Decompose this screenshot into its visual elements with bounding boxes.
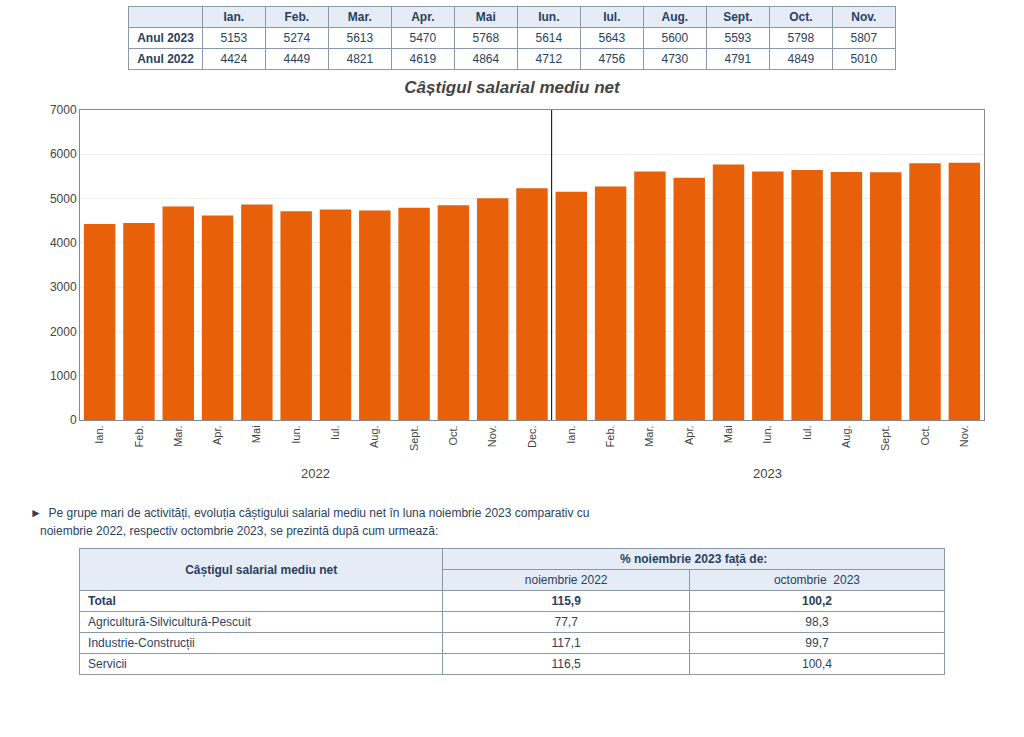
- html-text:Anul 2022: Anul 2022: [137, 52, 194, 66]
- svg-text:Iun.: Iun.: [290, 425, 302, 443]
- svg-text:Sept.: Sept.: [408, 425, 420, 451]
- html-text:5593: 5593: [724, 31, 752, 45]
- html-text:Sept.: Sept.: [723, 10, 753, 24]
- svg-text:Iul.: Iul.: [801, 425, 813, 440]
- html-text:Mar.: Mar.: [347, 10, 372, 24]
- html-text:Ian.: Ian.: [223, 10, 245, 24]
- html-text:5470: 5470: [409, 31, 437, 45]
- svg-text:1000: 1000: [50, 369, 77, 383]
- html-text:Anul 2023: Anul 2023: [137, 31, 194, 45]
- html-text:5274: 5274: [283, 31, 311, 45]
- svg-text:Apr.: Apr.: [211, 425, 223, 445]
- svg-text:Oct.: Oct.: [447, 425, 459, 445]
- svg-text:Nov.: Nov.: [486, 425, 498, 447]
- html-text:Servicii: Servicii: [88, 657, 127, 671]
- html-text:4791: 4791: [724, 52, 752, 66]
- html-text:4849: 4849: [787, 52, 815, 66]
- svg-text:2000: 2000: [50, 325, 77, 339]
- svg-text:Dec.: Dec.: [526, 425, 538, 448]
- html-text:5153: 5153: [220, 31, 248, 45]
- html-text:5613: 5613: [346, 31, 374, 45]
- html-text:Feb.: Feb.: [284, 10, 310, 24]
- svg-text:Aug.: Aug.: [368, 425, 380, 448]
- svg-text:Mar.: Mar.: [172, 425, 184, 446]
- svg-text:Oct.: Oct.: [919, 425, 931, 445]
- svg-text:Mar.: Mar.: [643, 425, 655, 446]
- html-text:Total: Total: [88, 594, 116, 608]
- svg-text:3000: 3000: [50, 280, 77, 294]
- html-text:5643: 5643: [598, 31, 626, 45]
- html-text:noiembrie 2022: noiembrie 2022: [524, 573, 608, 587]
- html-text:116,5: 116,5: [551, 657, 581, 671]
- html-text:5807: 5807: [850, 31, 878, 45]
- html-text:115,9: 115,9: [551, 594, 581, 608]
- html-text:5798: 5798: [787, 31, 815, 45]
- html-text:Aug.: Aug.: [661, 10, 689, 24]
- html-text:98,3: 98,3: [805, 615, 829, 629]
- svg-text:Feb.: Feb.: [133, 425, 145, 447]
- svg-text:5000: 5000: [50, 192, 77, 206]
- html-text:Oct.: Oct.: [789, 10, 813, 24]
- html-text:4619: 4619: [409, 52, 437, 66]
- html-text:4712: 4712: [535, 52, 563, 66]
- html-text:Agricultură-Silvicultură-Pescu: Agricultură-Silvicultură-Pescuit: [88, 615, 251, 629]
- html-text:noiembrie 2022, respectiv octo: noiembrie 2022, respectiv octombrie 2023…: [30, 524, 439, 538]
- svg-text:Ian.: Ian.: [93, 425, 105, 443]
- svg-text:0: 0: [70, 413, 77, 427]
- html-text:77,7: 77,7: [554, 615, 578, 629]
- svg-text:2022: 2022: [301, 466, 330, 481]
- svg-text:Ian.: Ian.: [565, 425, 577, 443]
- svg-text:Iul.: Iul.: [329, 425, 341, 440]
- html-text:5768: 5768: [472, 31, 500, 45]
- html-text:117,1: 117,1: [551, 636, 581, 650]
- svg-text:Aug.: Aug.: [840, 425, 852, 448]
- svg-text:Sept.: Sept.: [879, 425, 891, 451]
- html-text:4730: 4730: [661, 52, 689, 66]
- svg-text:2023: 2023: [753, 466, 782, 481]
- html-text:100,4: 100,4: [802, 657, 832, 671]
- svg-text:Feb.: Feb.: [604, 425, 616, 447]
- html-text:Industrie-Construcții: Industrie-Construcții: [88, 636, 195, 650]
- svg-text:Apr.: Apr.: [683, 425, 695, 445]
- svg-text:Mai: Mai: [250, 425, 262, 443]
- svg-text:Nov.: Nov.: [958, 425, 970, 447]
- html-text:octombrie 2023: octombrie 2023: [773, 573, 860, 587]
- html-text:99,7: 99,7: [805, 636, 829, 650]
- svg-text:Mai: Mai: [722, 425, 734, 443]
- html-text:Apr.: Apr.: [411, 10, 435, 24]
- html-text:Câștigul salarial mediu net: Câștigul salarial mediu net: [185, 562, 338, 577]
- html-text:4449: 4449: [283, 52, 311, 66]
- html-text:Mai: Mai: [475, 10, 496, 24]
- html-text:5600: 5600: [661, 31, 689, 45]
- svg-text:Iun.: Iun.: [761, 425, 773, 443]
- html-text:4424: 4424: [220, 52, 248, 66]
- svg-text:Câștigul salarial mediu net: Câștigul salarial mediu net: [404, 78, 621, 97]
- html-text:► Pe grupe mari de activități,: ► Pe grupe mari de activități, evoluția …: [30, 506, 590, 520]
- html-text:5010: 5010: [850, 52, 878, 66]
- html-text:4821: 4821: [346, 52, 374, 66]
- html-text:4756: 4756: [598, 52, 626, 66]
- html-text:Iul.: Iul.: [603, 10, 621, 24]
- html-text:Nov.: Nov.: [851, 10, 877, 24]
- svg-text:6000: 6000: [50, 147, 77, 161]
- svg-text:4000: 4000: [50, 236, 77, 250]
- html-text:5614: 5614: [535, 31, 563, 45]
- html-text:% noiembrie 2023 față de:: % noiembrie 2023 față de:: [619, 552, 768, 566]
- html-text:Iun.: Iun.: [538, 10, 560, 24]
- html-text:4864: 4864: [472, 52, 500, 66]
- svg-text:7000: 7000: [50, 103, 77, 117]
- html-text:100,2: 100,2: [802, 594, 832, 608]
